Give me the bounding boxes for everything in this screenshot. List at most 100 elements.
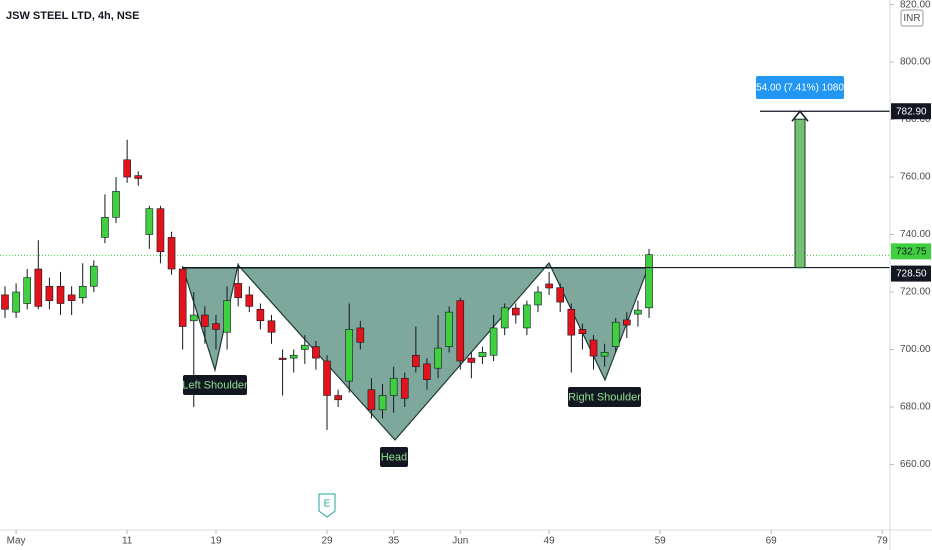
candle-body xyxy=(645,254,653,309)
annotation-box xyxy=(183,375,247,395)
candle-body xyxy=(123,159,131,178)
candle-body xyxy=(78,285,87,299)
candle-layer xyxy=(1,139,653,430)
target-arrow-shaft xyxy=(794,118,806,269)
candle-body xyxy=(178,268,187,327)
y-tick-label: 700.00 xyxy=(900,344,931,355)
candle-body xyxy=(634,309,642,315)
x-tick-label: 49 xyxy=(544,536,556,547)
annotation-label: Left Shoulder xyxy=(182,379,248,391)
candle-body xyxy=(545,283,553,289)
candle-body xyxy=(345,329,354,382)
measure-label: 54.00 (7.41%) 1080 xyxy=(756,83,844,94)
measure-label-box xyxy=(756,76,844,99)
candle-body xyxy=(278,357,287,360)
x-tick-label: 79 xyxy=(877,536,889,547)
candle-body xyxy=(201,314,209,327)
annotation-label: Head xyxy=(381,451,407,463)
candle-body xyxy=(489,327,498,356)
candle-body xyxy=(500,307,509,329)
price-badge-label: 732.75 xyxy=(896,247,927,258)
candle-body xyxy=(523,304,531,329)
candle-body xyxy=(212,323,220,330)
chart-title: JSW STEEL LTD, 4h, NSE xyxy=(6,10,139,22)
price-badge xyxy=(891,243,931,260)
candle-body xyxy=(534,291,542,306)
y-tick-label: 760.00 xyxy=(900,172,931,183)
x-tick-label: 69 xyxy=(766,536,778,547)
candle-body xyxy=(467,357,476,363)
candle-body xyxy=(445,311,453,347)
candle-body xyxy=(589,339,598,357)
x-tick-label: 11 xyxy=(122,536,133,547)
currency-box xyxy=(900,9,924,27)
x-tick-label: 19 xyxy=(210,536,222,547)
price-badge xyxy=(891,265,931,282)
x-tick-label: 35 xyxy=(388,536,400,547)
candle-body xyxy=(378,395,387,411)
y-tick-label: 740.00 xyxy=(900,229,931,240)
candle-body xyxy=(456,300,465,362)
candle-body xyxy=(600,352,609,357)
candle-body xyxy=(112,191,120,218)
candle-body xyxy=(234,283,242,299)
candle-body xyxy=(1,294,9,310)
candle-body xyxy=(245,294,254,307)
candle-body xyxy=(289,354,298,359)
annotation-label: Right Shoulder xyxy=(568,391,641,403)
candle-body xyxy=(56,285,65,304)
candle-body xyxy=(478,352,487,357)
candle-body xyxy=(423,363,431,380)
candle-body xyxy=(623,319,631,326)
y-tick-label: 680.00 xyxy=(900,402,931,413)
candle-body xyxy=(156,208,165,253)
price-badge xyxy=(891,103,931,120)
price-badge-label: 728.50 xyxy=(896,269,927,280)
x-tick-label: 59 xyxy=(655,536,667,547)
y-tick-label: 660.00 xyxy=(900,459,931,470)
candle-body xyxy=(67,294,76,301)
overlay-layer: 54.00 (7.41%) 1080 Left Shoulder Head Right… xyxy=(182,76,890,467)
earnings-marker: E xyxy=(324,499,331,510)
y-tick-label: 780.00 xyxy=(900,114,931,125)
annotation-box xyxy=(380,447,408,467)
x-tick-label: 29 xyxy=(321,536,333,547)
candle-body xyxy=(367,389,376,411)
y-tick-label: 800.00 xyxy=(900,57,931,68)
candle-body xyxy=(145,208,154,235)
candle-body xyxy=(334,395,342,401)
candle-body xyxy=(101,216,109,238)
candle-body xyxy=(556,287,565,303)
candle-body xyxy=(23,277,32,304)
earnings-icon xyxy=(318,493,336,518)
annotation-box xyxy=(568,387,641,407)
candle-body xyxy=(12,291,20,313)
candle-body xyxy=(223,300,231,333)
target-arrow-head xyxy=(791,110,809,122)
x-tick-label: May xyxy=(7,536,26,547)
candle-body xyxy=(312,346,320,359)
candle-body xyxy=(412,354,420,368)
candle-body xyxy=(189,314,198,322)
y-tick-label: 720.00 xyxy=(900,287,931,298)
price-badge-label: 782.90 xyxy=(896,106,927,117)
candle-body xyxy=(167,237,176,270)
candle-body xyxy=(267,320,276,333)
candle-body xyxy=(301,344,309,350)
candle-body xyxy=(434,347,442,369)
candle-body xyxy=(34,268,43,307)
candle-body xyxy=(511,307,520,316)
candle-body xyxy=(611,321,620,347)
candle-body xyxy=(45,285,54,301)
candle-body xyxy=(90,265,98,287)
candle-body xyxy=(389,377,398,396)
candle-body xyxy=(134,175,143,179)
candle-body xyxy=(400,377,409,399)
x-tick-label: Jun xyxy=(452,536,468,547)
candle-body xyxy=(256,308,265,322)
candle-body xyxy=(578,329,587,334)
y-tick-label: 820.00 xyxy=(900,0,931,10)
candle-body xyxy=(356,327,365,343)
candle-body xyxy=(567,308,576,336)
